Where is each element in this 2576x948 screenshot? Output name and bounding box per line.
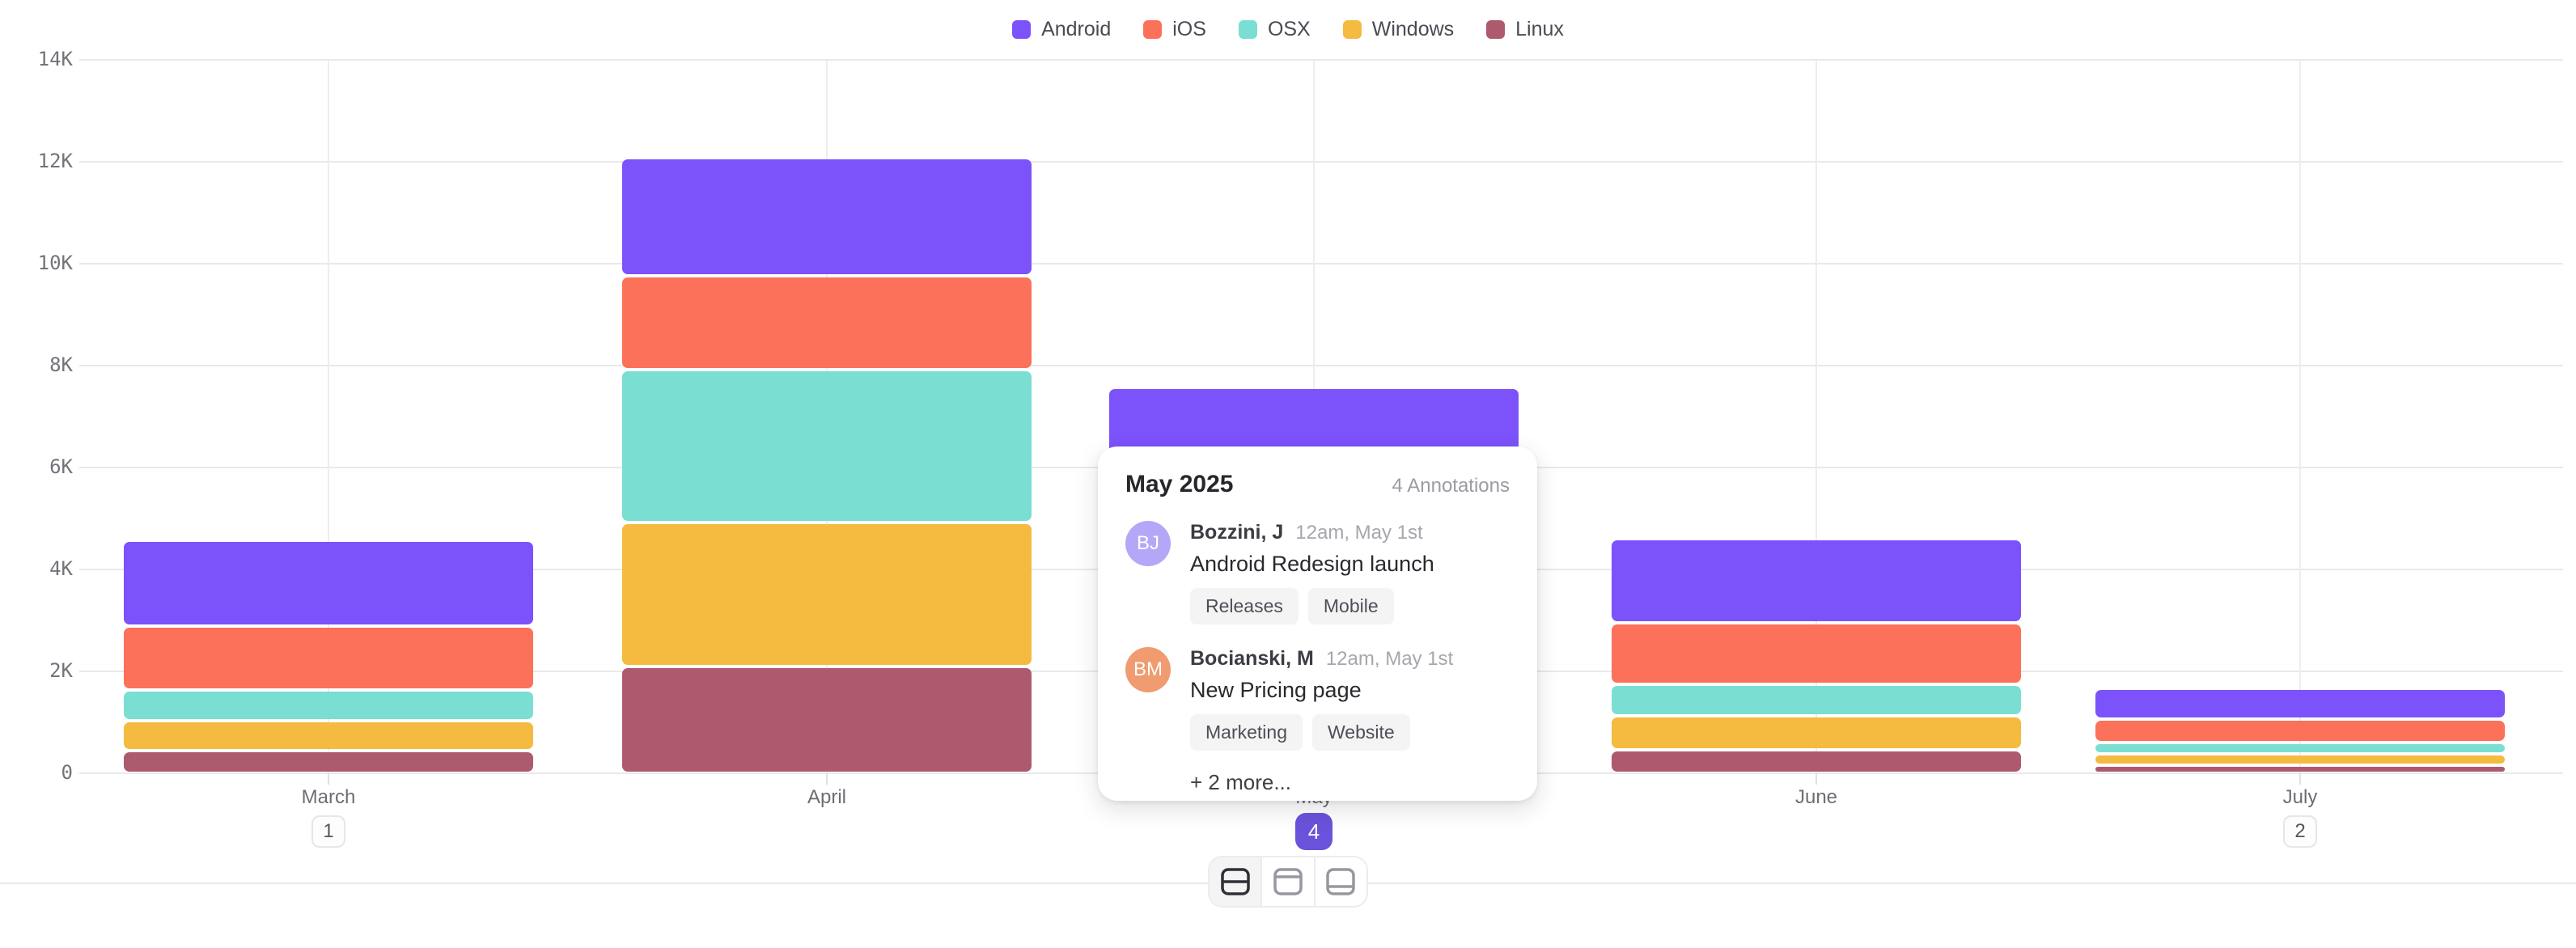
legend-label: iOS: [1172, 17, 1206, 40]
y-axis-tick-label: 10K: [37, 252, 73, 274]
bar-april-android[interactable]: [622, 159, 1032, 274]
annotation-body: Bocianski, M 12am, May 1st New Pricing pag…: [1190, 647, 1510, 751]
view-split-middle-button[interactable]: [1210, 857, 1261, 906]
tag-marketing: Marketing: [1190, 714, 1303, 751]
bar-march-osx[interactable]: [124, 691, 533, 720]
avatar: BJ: [1125, 521, 1171, 566]
split-top-icon: [1272, 866, 1304, 897]
x-axis-tick: [826, 773, 828, 785]
legend-label: Linux: [1515, 17, 1564, 40]
month-annotation-badge[interactable]: 4: [1295, 813, 1332, 850]
month-gridline: [2299, 60, 2301, 773]
annotation-body: Bozzini, J 12am, May 1st Android Redesign …: [1190, 521, 1510, 624]
split-bottom-icon: [1324, 866, 1357, 897]
legend-label: OSX: [1267, 17, 1311, 40]
legend-item-linux[interactable]: Linux: [1486, 18, 1564, 41]
y-gridline: [79, 263, 2563, 265]
legend-swatch-icon: [1486, 19, 1506, 39]
annotation-author: Bocianski, M: [1190, 647, 1314, 670]
x-axis-tick: [1815, 773, 1817, 785]
tag-releases: Releases: [1190, 588, 1299, 624]
annotation-timestamp: 12am, May 1st: [1325, 648, 1454, 670]
avatar: BM: [1125, 647, 1171, 692]
bar-july-windows[interactable]: [2095, 755, 2505, 764]
legend-item-osx[interactable]: OSX: [1238, 17, 1311, 41]
tag-mobile: Mobile: [1307, 588, 1394, 624]
annotation-author: Bozzini, J: [1190, 521, 1284, 544]
legend-swatch-icon: [1342, 19, 1362, 39]
annotation-popup: May 2025 4 Annotations BJ Bozzini, J 12am,…: [1098, 446, 1537, 801]
x-axis-tick: [2299, 773, 2301, 785]
annotation-tags: Releases Mobile: [1190, 588, 1510, 624]
annotation-text: Android Redesign launch: [1190, 552, 1434, 576]
legend-swatch-icon: [1143, 19, 1163, 39]
y-axis-tick-label: 0: [61, 761, 73, 784]
chart-legend: Android iOS OSX Windows Linux: [0, 11, 2576, 47]
y-axis-tick-label: 2K: [49, 659, 73, 682]
month-gridline: [1815, 60, 1817, 773]
bar-april-linux[interactable]: [622, 668, 1032, 772]
legend-item-ios[interactable]: iOS: [1143, 18, 1206, 41]
tag-website: Website: [1311, 714, 1410, 751]
view-toggle-group: [1208, 856, 1368, 908]
annotation-timestamp: 12am, May 1st: [1295, 522, 1423, 544]
bar-march-android[interactable]: [124, 541, 533, 625]
bar-june-ios[interactable]: [1612, 624, 2021, 683]
y-axis-tick-label: 12K: [37, 150, 73, 172]
show-more-annotations-link[interactable]: + 2 more...: [1190, 770, 1291, 794]
view-split-bottom-button[interactable]: [1313, 857, 1366, 906]
month-annotation-badge[interactable]: 2: [2283, 815, 2317, 848]
popup-annotation-count: 4 Annotations: [1392, 475, 1510, 497]
annotation-text: New Pricing page: [1190, 678, 1362, 702]
annotation-popup-header: May 2025 4 Annotations: [1125, 471, 1510, 498]
annotation-item[interactable]: BJ Bozzini, J 12am, May 1st Android Redesig…: [1125, 521, 1510, 624]
y-axis-tick-label: 6K: [49, 455, 73, 478]
bar-april-ios[interactable]: [622, 277, 1032, 368]
legend-item-windows[interactable]: Windows: [1342, 17, 1455, 41]
y-axis-tick-label: 14K: [37, 48, 73, 70]
x-axis-tick: [328, 773, 329, 785]
bar-april-windows[interactable]: [622, 524, 1032, 666]
annotation-tags: Marketing Website: [1190, 714, 1510, 751]
annotation-item[interactable]: BM Bocianski, M 12am, May 1st New Pricing p…: [1125, 647, 1510, 751]
legend-swatch-icon: [1012, 19, 1032, 39]
legend-label: Android: [1041, 17, 1112, 40]
y-axis-tick-label: 8K: [49, 353, 73, 376]
bar-july-osx[interactable]: [2095, 744, 2505, 753]
x-axis-month-label: July: [2282, 786, 2318, 808]
legend-item-android[interactable]: Android: [1012, 18, 1111, 41]
x-axis-month-label: March: [301, 786, 356, 808]
bar-march-ios[interactable]: [124, 628, 533, 688]
legend-label: Windows: [1371, 17, 1455, 40]
x-axis-month-label: June: [1794, 786, 1838, 808]
bar-april-osx[interactable]: [622, 370, 1032, 522]
legend-swatch-icon: [1238, 19, 1257, 39]
x-axis-month-label: April: [807, 786, 846, 808]
y-gridline: [79, 365, 2563, 366]
bar-july-linux[interactable]: [2095, 766, 2505, 772]
annotation-list: BJ Bozzini, J 12am, May 1st Android Redesig…: [1125, 521, 1510, 751]
bar-july-android[interactable]: [2095, 690, 2505, 717]
split-middle-icon: [1219, 866, 1252, 897]
bar-june-android[interactable]: [1612, 540, 2021, 621]
month-annotation-badge[interactable]: 1: [311, 815, 345, 848]
month-gridline: [328, 60, 329, 773]
y-axis-tick-label: 4K: [49, 557, 73, 580]
bar-july-ios[interactable]: [2095, 720, 2505, 742]
y-gridline: [79, 161, 2563, 163]
popup-title: May 2025: [1125, 471, 1234, 497]
bar-june-linux[interactable]: [1612, 751, 2021, 772]
bar-june-windows[interactable]: [1612, 717, 2021, 748]
bar-march-linux[interactable]: [124, 751, 533, 772]
bar-june-osx[interactable]: [1612, 686, 2021, 715]
bar-march-windows[interactable]: [124, 722, 533, 749]
y-gridline: [79, 59, 2563, 61]
view-split-top-button[interactable]: [1260, 857, 1314, 906]
